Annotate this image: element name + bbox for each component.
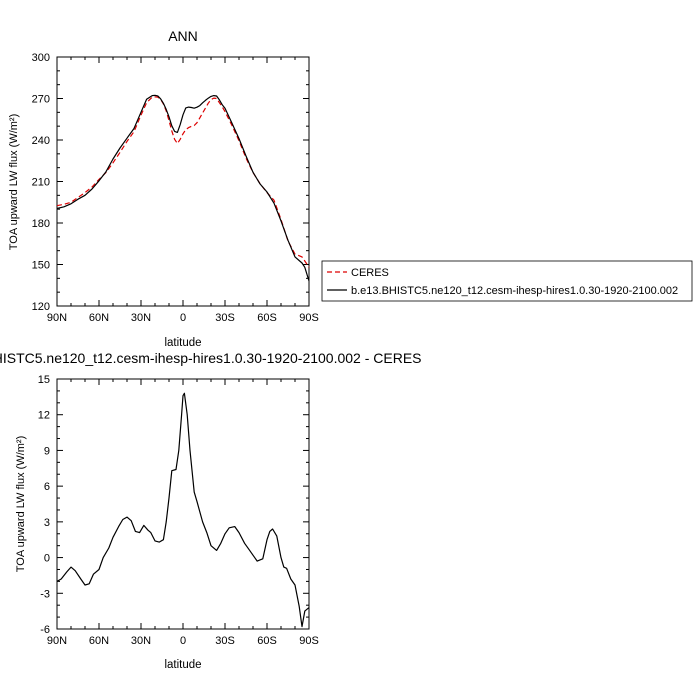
top-chart: ANN 120 150 180 210 240 270 300 90N 60N 30N 0 30S 60… (8, 28, 693, 349)
top-xtick-label: 60N (89, 312, 109, 324)
bottom-ytick-label: 9 (44, 445, 50, 457)
top-xtick-label: 90N (47, 312, 67, 324)
legend-box (321, 260, 693, 302)
top-xtick-label: 60S (257, 312, 277, 324)
bottom-xtick-label: 60N (89, 635, 109, 647)
top-chart-title: ANN (168, 28, 198, 44)
top-chart-legend: CERES b.e13.BHISTC5.ne120_t12.cesm-ihesp… (321, 260, 693, 302)
bottom-xtick-label: 60S (257, 635, 277, 647)
bottom-ytick-label: 15 (38, 374, 50, 386)
top-plot-frame (56, 56, 310, 307)
bottom-series-line-0 (56, 392, 310, 628)
top-series-line-1 (56, 94, 310, 282)
bottom-ytick-label: 12 (38, 410, 50, 422)
top-ytick-label: 180 (32, 218, 50, 230)
bottom-chart-ylabel: TOA upward LW flux (W/m²) (15, 436, 27, 573)
bottom-plot-frame (56, 378, 310, 630)
bottom-xtick-label: 0 (180, 635, 186, 647)
top-ytick-label: 150 (32, 260, 50, 272)
bottom-chart-xlabel: latitude (164, 659, 201, 671)
bottom-ytick-label: 6 (44, 481, 50, 493)
top-xtick-label: 0 (180, 312, 186, 324)
top-ytick-label: 240 (32, 135, 50, 147)
bottom-xtick-label: 30N (131, 635, 151, 647)
top-ytick-label: 300 (32, 52, 50, 64)
bottom-ytick-label: -3 (40, 588, 50, 600)
legend-ceres-label: CERES (351, 267, 389, 279)
bottom-ytick-label: 3 (44, 517, 50, 529)
bottom-chart: b.e13.BHISTC5.ne120_t12.cesm-ihesp-hires… (0, 350, 422, 671)
bottom-xtick-label: 30S (215, 635, 235, 647)
top-series-line-0 (56, 96, 310, 268)
top-chart-xlabel: latitude (164, 337, 201, 349)
top-xtick-label: 30N (131, 312, 151, 324)
top-ytick-label: 210 (32, 177, 50, 189)
top-xtick-label: 90S (299, 312, 319, 324)
top-ytick-label: 270 (32, 94, 50, 106)
bottom-chart-title: b.e13.BHISTC5.ne120_t12.cesm-ihesp-hires… (0, 350, 422, 366)
top-ytick-label: 120 (32, 301, 50, 313)
bottom-ytick-label: -6 (40, 624, 50, 636)
bottom-xtick-label: 90S (299, 635, 319, 647)
legend-model-label: b.e13.BHISTC5.ne120_t12.cesm-ihesp-hires… (351, 285, 678, 297)
top-xtick-label: 30S (215, 312, 235, 324)
bottom-ytick-label: 0 (44, 553, 50, 565)
bottom-xtick-label: 90N (47, 635, 67, 647)
top-chart-ylabel: TOA upward LW flux (W/m²) (8, 114, 20, 251)
